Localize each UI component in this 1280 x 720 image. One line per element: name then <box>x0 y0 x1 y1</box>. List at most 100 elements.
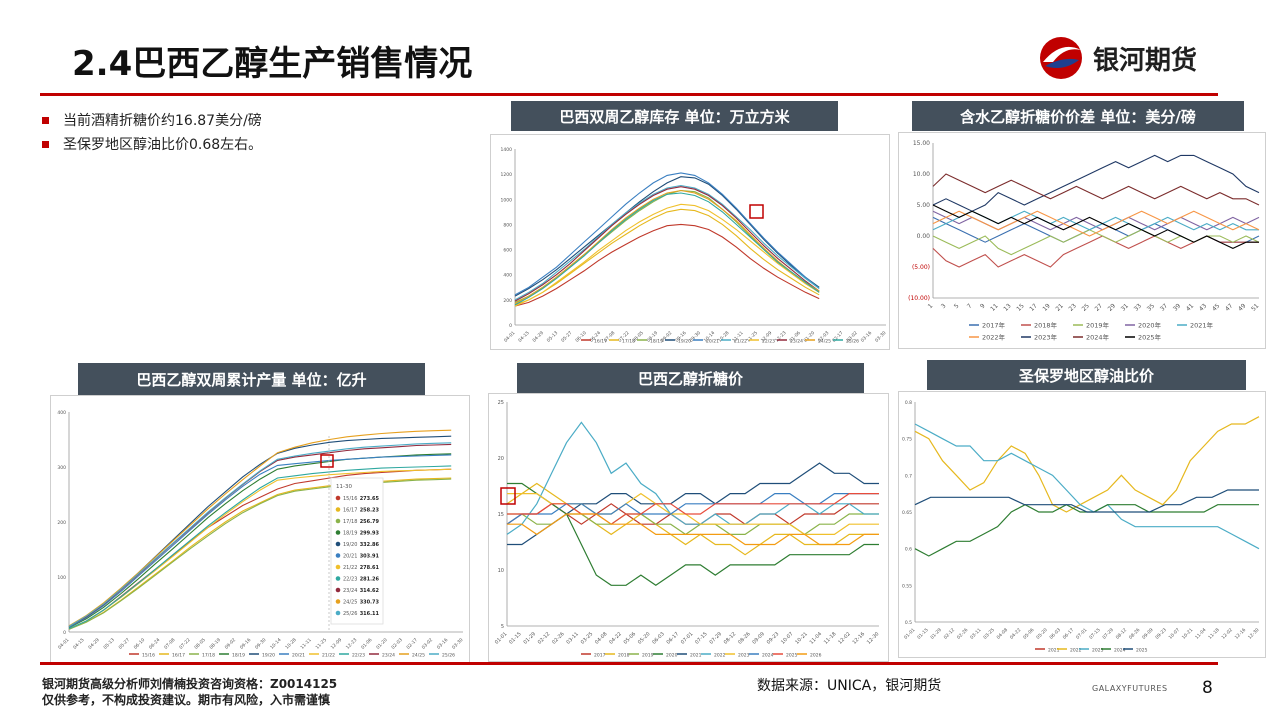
x-tick-label: 03-11 <box>969 627 983 641</box>
series-line-2025 <box>507 492 879 525</box>
legend-label: 2024年 <box>1086 333 1110 342</box>
series-line-2022年 <box>932 210 1260 237</box>
x-tick-label: 03-25 <box>580 631 595 646</box>
legend-label: 2017 <box>594 653 606 659</box>
legend-label: 2017年 <box>982 321 1006 330</box>
analyst-line: 银河期货高级分析师刘倩楠投资咨询资格：Z0014125 <box>42 677 338 691</box>
x-tick-label: 12-02 <box>837 631 852 646</box>
x-tick-label: 10-21 <box>1181 627 1195 641</box>
series-line-17/18 <box>68 478 452 630</box>
x-tick-label: 01-01 <box>494 631 509 646</box>
x-tick-label: 06-03 <box>1048 627 1062 641</box>
x-tick-label: 08-05 <box>193 637 207 651</box>
tooltip-title: 11-30 <box>336 484 352 490</box>
series-line-20/21 <box>514 172 820 296</box>
y-tick-label: (5.00) <box>912 264 930 271</box>
legend-label: 19/20 <box>678 339 691 345</box>
legend-label: 2020年 <box>1138 321 1162 330</box>
tooltip-label: 25/26 <box>343 611 357 617</box>
x-tick-label: 10-28 <box>717 330 731 344</box>
footer-divider <box>40 662 1218 665</box>
cumulative-chart-header: 巴西乙醇双周累计产量 单位：亿升 <box>78 363 425 395</box>
x-tick-label: 01-20 <box>375 637 389 651</box>
legend-label: 18/19 <box>650 339 663 345</box>
inventory-chart-svg: 1400 1200 1000 800 600 400 200 004-01 04-15 04-29… <box>501 147 888 345</box>
tooltip-value: 316.11 <box>360 611 380 617</box>
x-tick-label: 21 <box>1054 302 1064 312</box>
series-line-15/16 <box>68 468 452 630</box>
x-tick-label: 04-01 <box>503 330 517 344</box>
x-tick-label: 10-21 <box>794 631 809 646</box>
x-tick-label: 10-14 <box>269 637 283 651</box>
x-tick-label: 09-23 <box>766 631 781 646</box>
tooltip-dot-15/16 <box>335 495 341 501</box>
y-tick-label: 15 <box>498 512 504 518</box>
y-tick-label: 1000 <box>501 197 513 203</box>
disclaimer-line: 仅供参考，不构成投资建议。期市有风险，入市需谨慎 <box>42 693 331 707</box>
tooltip-value: 332.86 <box>360 542 380 548</box>
series-line-2022 <box>914 416 1260 513</box>
x-tick-label: 19 <box>1041 302 1051 312</box>
series-line-17/18 <box>514 208 820 306</box>
bullet-item: 圣保罗地区醇油比价0.68左右。 <box>42 132 262 156</box>
y-tick-label: 0 <box>63 630 66 636</box>
x-tick-label: 51 <box>1250 302 1260 312</box>
x-tick-label: 03-30 <box>451 637 465 651</box>
tooltip-value: 256.79 <box>360 519 380 525</box>
x-tick-label: 05-13 <box>546 330 560 344</box>
legend-label: 20/21 <box>292 653 305 659</box>
x-tick-label: 08-26 <box>1128 627 1142 641</box>
x-tick-label: 09-09 <box>1141 627 1155 641</box>
tooltip-label: 17/18 <box>343 519 357 525</box>
x-tick-label: 05-06 <box>623 631 638 646</box>
x-tick-label: 04-22 <box>1009 627 1023 641</box>
x-tick-label: 3 <box>940 302 948 310</box>
x-tick-label: 06-24 <box>148 637 162 651</box>
y-tick-label: 0.65 <box>902 510 912 516</box>
legend-label: 22/23 <box>352 653 365 659</box>
series-line-19/20 <box>68 435 452 627</box>
x-tick-label: 08-19 <box>208 637 222 651</box>
tooltip-label: 24/25 <box>343 600 357 606</box>
x-tick-label: 04-15 <box>72 637 86 651</box>
x-tick-label: 12-16 <box>852 631 867 646</box>
y-tick-label: (10.00) <box>908 295 930 302</box>
x-tick-label: 11-25 <box>746 330 760 344</box>
legend-label: 2018 <box>618 653 630 659</box>
x-tick-label: 01-15 <box>508 631 523 646</box>
legend-label: 23/24 <box>382 653 395 659</box>
x-tick-label: 7 <box>966 302 974 310</box>
x-tick-label: 03-16 <box>860 330 874 344</box>
page-number: 8 <box>1202 678 1213 698</box>
x-tick-label: 05-20 <box>637 631 652 646</box>
legend-label: 2025年 <box>1138 333 1162 342</box>
x-tick-label: 07-15 <box>694 631 709 646</box>
x-tick-label: 04-08 <box>594 631 609 646</box>
x-tick-label: 12-30 <box>1247 627 1261 641</box>
series-line-2022 <box>506 421 879 535</box>
x-tick-label: 11 <box>989 302 999 312</box>
tooltip-dot-22/23 <box>335 576 341 581</box>
x-tick-label: 02-12 <box>537 631 552 646</box>
x-tick-label: 31 <box>1120 302 1130 312</box>
x-tick-label: 11-18 <box>1207 627 1221 641</box>
legend-label: 19/20 <box>262 653 275 659</box>
y-tick-label: 0.8 <box>905 400 912 406</box>
tooltip-dot-16/17 <box>335 507 341 512</box>
highlight-marker-icon <box>749 204 764 219</box>
tooltip-value: 299.93 <box>360 531 380 537</box>
legend-label: 2026 <box>810 653 822 659</box>
legend-label: 2024 <box>762 653 774 659</box>
legend-label: 25/26 <box>846 339 859 345</box>
x-tick-label: 33 <box>1133 302 1143 312</box>
x-tick-label: 11-11 <box>299 637 313 651</box>
x-tick-label: 04-01 <box>57 637 71 651</box>
tooltip-label: 23/24 <box>343 588 357 594</box>
legend-label: 2022年 <box>982 333 1006 342</box>
brand-wordmark: GALAXYFUTURES <box>1092 684 1168 693</box>
tooltip-value: 273.65 <box>360 496 380 502</box>
x-tick-label: 10-07 <box>1168 627 1182 641</box>
tooltip-label: 15/16 <box>343 496 357 502</box>
x-tick-label: 06-17 <box>1062 627 1076 641</box>
tooltip-dot-20/21 <box>335 553 341 558</box>
